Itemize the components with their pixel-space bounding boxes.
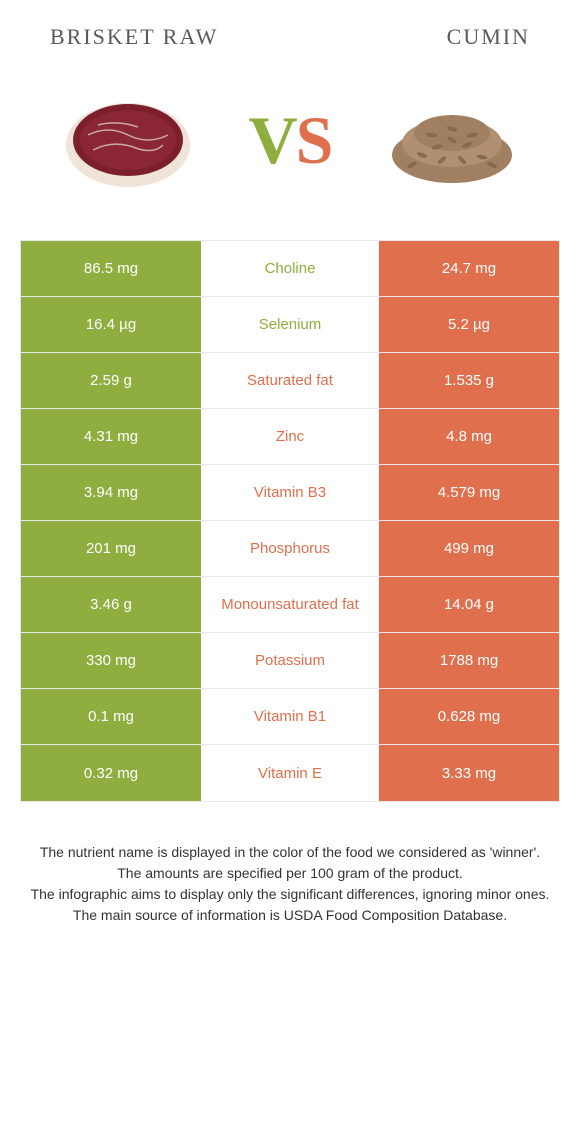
nutrient-label: Vitamin B3 [201,465,379,520]
left-value: 3.94 mg [21,465,201,520]
nutrient-label: Potassium [201,633,379,688]
comparison-table: 86.5 mgCholine24.7 mg16.4 µgSelenium5.2 … [20,240,560,802]
brisket-image [53,80,203,200]
nutrient-label: Saturated fat [201,353,379,408]
nutrient-label: Vitamin B1 [201,689,379,744]
left-value: 86.5 mg [21,241,201,296]
left-value: 4.31 mg [21,409,201,464]
left-value: 0.1 mg [21,689,201,744]
right-value: 14.04 g [379,577,559,632]
footnote-line: The amounts are specified per 100 gram o… [30,863,550,884]
right-value: 24.7 mg [379,241,559,296]
right-food-title: CUMIN [447,24,530,50]
vs-row: VS [0,60,580,240]
left-value: 0.32 mg [21,745,201,801]
right-value: 5.2 µg [379,297,559,352]
nutrient-label: Zinc [201,409,379,464]
table-row: 0.1 mgVitamin B10.628 mg [21,689,559,745]
footnote-line: The nutrient name is displayed in the co… [30,842,550,863]
right-value: 1788 mg [379,633,559,688]
left-value: 330 mg [21,633,201,688]
nutrient-label: Monounsaturated fat [201,577,379,632]
left-value: 16.4 µg [21,297,201,352]
left-value: 201 mg [21,521,201,576]
nutrient-label: Vitamin E [201,745,379,801]
vs-s-letter: S [296,102,332,178]
left-value: 2.59 g [21,353,201,408]
left-food-title: BRISKET RAW [50,24,218,50]
right-value: 499 mg [379,521,559,576]
table-row: 0.32 mgVitamin E3.33 mg [21,745,559,801]
right-value: 4.579 mg [379,465,559,520]
table-row: 201 mgPhosphorus499 mg [21,521,559,577]
vs-v-letter: V [249,102,296,178]
table-row: 330 mgPotassium1788 mg [21,633,559,689]
table-row: 3.46 gMonounsaturated fat14.04 g [21,577,559,633]
left-value: 3.46 g [21,577,201,632]
header: BRISKET RAW CUMIN [0,0,580,60]
table-row: 4.31 mgZinc4.8 mg [21,409,559,465]
vs-label: VS [249,101,332,180]
right-value: 4.8 mg [379,409,559,464]
right-value: 1.535 g [379,353,559,408]
footnotes: The nutrient name is displayed in the co… [0,802,580,926]
nutrient-label: Choline [201,241,379,296]
nutrient-label: Selenium [201,297,379,352]
cumin-image [377,80,527,200]
right-value: 0.628 mg [379,689,559,744]
nutrient-label: Phosphorus [201,521,379,576]
footnote-line: The main source of information is USDA F… [30,905,550,926]
table-row: 86.5 mgCholine24.7 mg [21,241,559,297]
table-row: 3.94 mgVitamin B34.579 mg [21,465,559,521]
right-value: 3.33 mg [379,745,559,801]
table-row: 16.4 µgSelenium5.2 µg [21,297,559,353]
footnote-line: The infographic aims to display only the… [30,884,550,905]
table-row: 2.59 gSaturated fat1.535 g [21,353,559,409]
